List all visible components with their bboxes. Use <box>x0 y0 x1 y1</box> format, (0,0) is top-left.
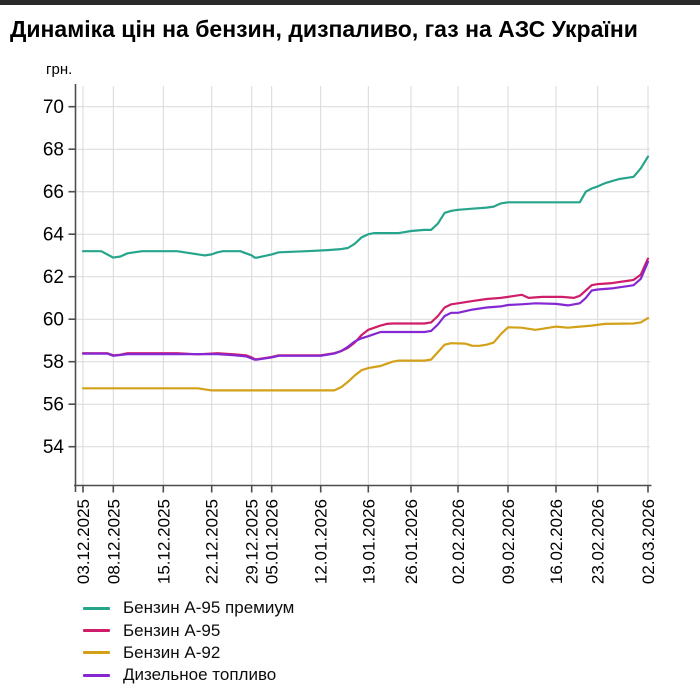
y-tick-label: 64 <box>43 225 65 246</box>
chart-legend: Бензин А-95 премиум Бензин А-95 Бензин А… <box>83 597 294 687</box>
series-line-3 <box>81 260 650 361</box>
y-tick-label: 62 <box>43 267 64 288</box>
x-tick-label: 08.12.2025 <box>104 499 123 584</box>
x-tick-label: 23.02.2026 <box>589 499 608 584</box>
x-tick-label: 09.02.2026 <box>499 499 518 584</box>
legend-swatch-diesel <box>83 673 110 677</box>
x-tick-label: 26.01.2026 <box>402 499 421 584</box>
legend-swatch-a95 <box>83 629 110 633</box>
page-title: Динаміка цін на бензин, дизпаливо, газ н… <box>10 16 638 42</box>
grid <box>75 86 650 486</box>
window-top-bar <box>0 0 700 5</box>
y-axis-unit-label: грн. <box>46 61 73 78</box>
y-tick-labels: 54 56 58 60 62 64 66 68 70 <box>43 97 65 458</box>
legend-item-diesel: Дизельное топливо <box>83 664 294 686</box>
x-tick-label: 02.02.2026 <box>449 499 468 584</box>
x-tick-label: 22.12.2025 <box>203 499 222 584</box>
legend-label: Бензин А-95 <box>123 620 221 640</box>
x-tick-label: 02.03.2026 <box>639 499 658 584</box>
x-tick-labels: 03.12.2025 08.12.2025 15.12.2025 22.12.2025… <box>74 499 658 584</box>
series-line-0 <box>81 155 650 259</box>
series-line-2 <box>81 317 650 392</box>
axes <box>74 84 652 492</box>
axis-ticks <box>68 105 649 493</box>
legend-label: Дизельное топливо <box>123 665 277 685</box>
legend-label: Бензин А-95 премиум <box>123 598 295 618</box>
y-tick-label: 56 <box>43 395 64 416</box>
y-tick-label: 54 <box>43 437 65 458</box>
x-tick-label: 15.12.2025 <box>154 499 173 584</box>
series-lines <box>81 155 650 392</box>
legend-swatch-a92 <box>83 651 110 655</box>
legend-item-a95-premium: Бензин А-95 премиум <box>83 597 294 619</box>
y-tick-label: 68 <box>43 140 64 161</box>
legend-label: Бензин А-92 <box>123 642 221 662</box>
x-tick-label: 29.12.2025 <box>243 499 262 584</box>
x-tick-label: 19.01.2026 <box>359 499 378 584</box>
legend-item-a92: Бензин А-92 <box>83 642 294 664</box>
x-tick-label: 16.02.2026 <box>547 499 566 584</box>
y-tick-label: 60 <box>43 310 64 331</box>
y-tick-label: 58 <box>43 352 64 373</box>
x-tick-label: 03.12.2025 <box>74 499 93 584</box>
y-tick-label: 70 <box>43 97 64 118</box>
y-tick-label: 66 <box>43 182 64 203</box>
series-line-1 <box>81 257 650 361</box>
x-tick-label: 12.01.2026 <box>312 499 331 584</box>
x-tick-label: 05.01.2026 <box>263 499 282 584</box>
legend-swatch-a95-premium <box>83 606 110 610</box>
legend-item-a95: Бензин А-95 <box>83 619 294 641</box>
